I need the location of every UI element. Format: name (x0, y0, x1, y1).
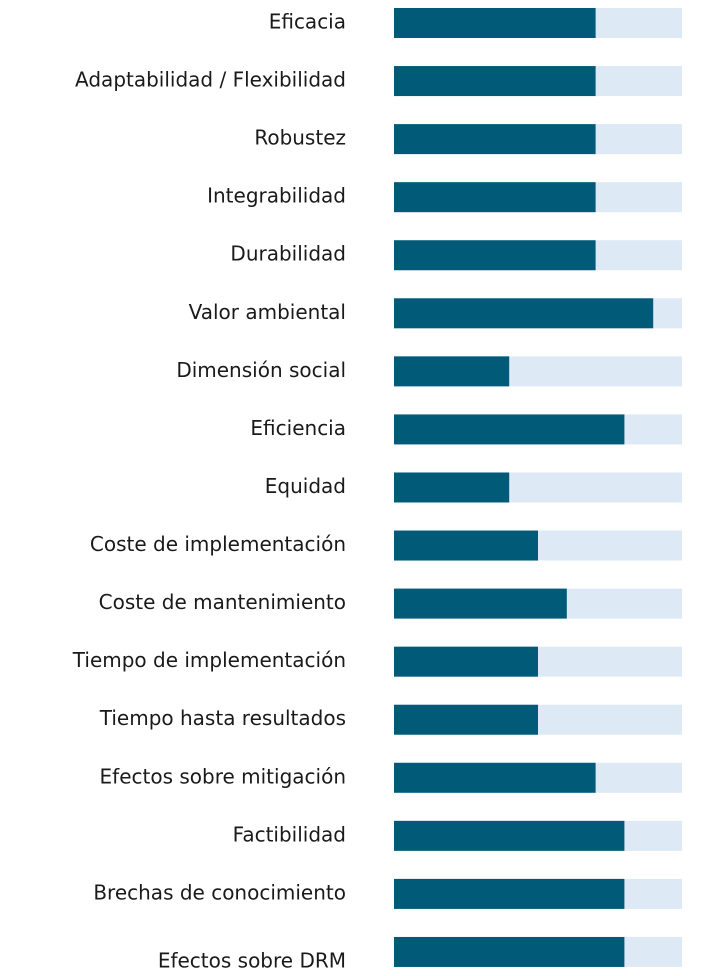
bar (394, 878, 625, 909)
bar (394, 298, 654, 329)
category-label: Durabilidad (230, 242, 346, 266)
bar (394, 936, 625, 967)
category-label: Coste de implementación (90, 532, 346, 556)
bar (394, 414, 625, 445)
category-label: Dimensión social (176, 358, 346, 382)
bar (394, 588, 567, 619)
bar (394, 124, 596, 155)
category-label: Eficacia (269, 10, 346, 34)
bar (394, 762, 596, 793)
category-label: Eficiencia (250, 416, 346, 440)
bar (394, 530, 538, 561)
category-label: Factibilidad (233, 822, 346, 846)
category-label: Adaptabilidad / Flexibilidad (75, 68, 346, 92)
category-label: Tiempo hasta resultados (99, 706, 346, 730)
bar (394, 820, 625, 851)
bar (394, 704, 538, 735)
category-label: Brechas de conocimiento (93, 880, 346, 904)
bar (394, 646, 538, 677)
bar (394, 8, 596, 38)
bar (394, 66, 596, 97)
bar (394, 356, 510, 387)
bar (394, 240, 596, 271)
bar (394, 472, 510, 503)
category-label: Efectos sobre mitigación (100, 764, 346, 788)
category-label: Efectos sobre DRM (158, 948, 346, 972)
bar (394, 182, 596, 213)
category-label: Robustez (254, 126, 346, 150)
category-label: Coste de mantenimiento (99, 590, 346, 614)
category-label: Equidad (265, 474, 346, 498)
category-label: Valor ambiental (189, 300, 346, 324)
category-label: Tiempo de implementación (72, 648, 346, 672)
category-label: Integrabilidad (207, 184, 346, 208)
